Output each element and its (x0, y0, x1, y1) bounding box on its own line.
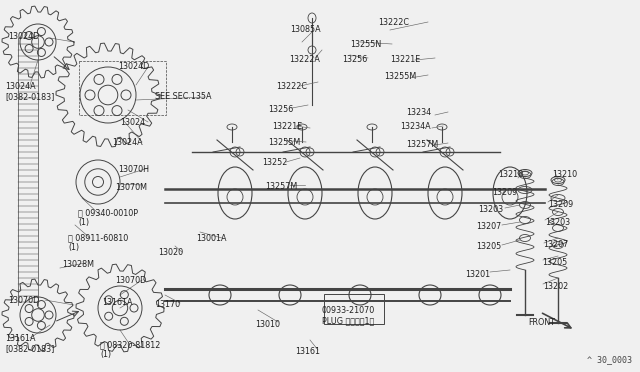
Text: 13020: 13020 (158, 248, 183, 257)
Text: 13234A: 13234A (400, 122, 431, 131)
Text: 13221E: 13221E (272, 122, 302, 131)
Text: 13024A: 13024A (112, 138, 143, 147)
Text: 13024: 13024 (120, 118, 145, 127)
Text: 13028M: 13028M (62, 260, 94, 269)
Text: 13024D: 13024D (118, 62, 149, 71)
Text: SEE SEC.135A: SEE SEC.135A (155, 92, 211, 101)
Text: 13222A: 13222A (289, 55, 320, 64)
Text: 13210: 13210 (498, 170, 523, 179)
Text: 13070D: 13070D (8, 296, 39, 305)
Text: 13255N: 13255N (350, 40, 381, 49)
Text: 13255M: 13255M (268, 138, 300, 147)
Text: 13024D: 13024D (8, 32, 39, 41)
Text: 13255M: 13255M (384, 72, 416, 81)
Text: 13209: 13209 (492, 188, 517, 197)
Text: 13161A: 13161A (102, 298, 132, 307)
Text: 13257M: 13257M (406, 140, 438, 149)
Text: 13256: 13256 (342, 55, 367, 64)
Text: 13010: 13010 (255, 320, 280, 329)
Text: 13209: 13209 (548, 200, 573, 209)
Text: 13222C: 13222C (378, 18, 409, 27)
Text: 13202: 13202 (543, 282, 568, 291)
Text: 13256: 13256 (268, 105, 293, 114)
Text: 13221E: 13221E (390, 55, 420, 64)
Text: 13222C: 13222C (276, 82, 307, 91)
Text: 13252: 13252 (262, 158, 287, 167)
Text: 13203: 13203 (478, 205, 503, 214)
Text: ^ 30_0003: ^ 30_0003 (587, 355, 632, 364)
Text: 13161A
[0382-0183]: 13161A [0382-0183] (5, 334, 54, 353)
Text: 13001A: 13001A (196, 234, 227, 243)
Text: 13210: 13210 (552, 170, 577, 179)
Text: 13085A: 13085A (290, 25, 321, 34)
Text: 13205: 13205 (476, 242, 501, 251)
Text: 13201: 13201 (465, 270, 490, 279)
Text: Ⓢ 08320-81812
(1): Ⓢ 08320-81812 (1) (100, 340, 161, 359)
Text: 13070M: 13070M (115, 183, 147, 192)
Text: 13205: 13205 (542, 258, 567, 267)
Text: 13207: 13207 (476, 222, 501, 231)
Text: 13203: 13203 (545, 218, 570, 227)
Text: 13161: 13161 (295, 347, 320, 356)
Text: 13257M: 13257M (265, 182, 297, 191)
Text: 13070H: 13070H (118, 165, 149, 174)
Text: 13234: 13234 (406, 108, 431, 117)
Text: Ⓝ 08911-60810
(1): Ⓝ 08911-60810 (1) (68, 233, 128, 252)
Text: 13024A
[0382-0183]: 13024A [0382-0183] (5, 82, 54, 102)
Text: 13070D: 13070D (115, 276, 147, 285)
Text: Ⓜ 09340-0010P
(1): Ⓜ 09340-0010P (1) (78, 208, 138, 227)
Text: 13170: 13170 (155, 300, 180, 309)
Text: 13207: 13207 (543, 240, 568, 249)
Text: 00933-21070
PLUG プラグ（1）: 00933-21070 PLUG プラグ（1） (322, 306, 375, 326)
Text: FRONT: FRONT (528, 318, 555, 327)
